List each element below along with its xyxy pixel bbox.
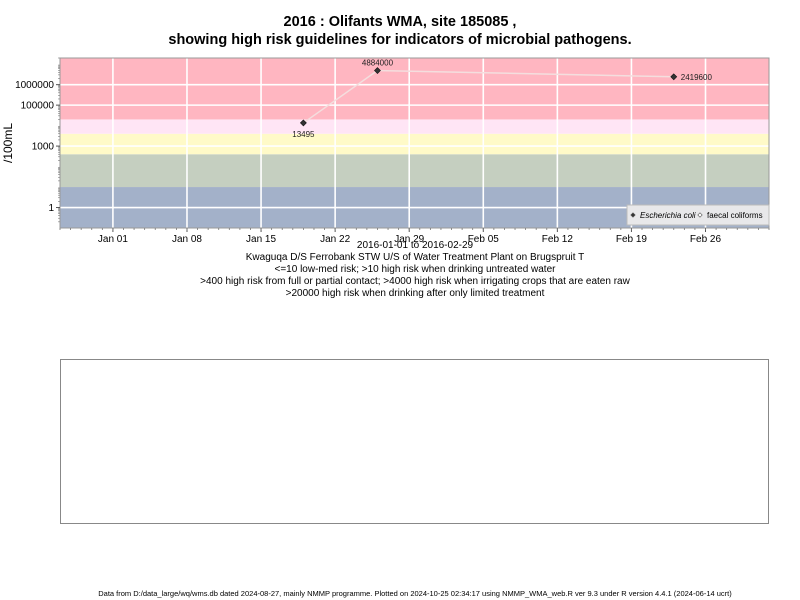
data-point <box>374 67 381 74</box>
risk-band-1 <box>60 154 769 188</box>
y-tick-label: 1 <box>48 203 54 214</box>
data-label: 13495 <box>292 130 315 139</box>
footer-note: Data from D:/data_large/wq/wms.db dated … <box>98 589 732 598</box>
site-description: Kwaguqa D/S Ferrobank STW U/S of Water T… <box>245 252 585 263</box>
x-tick-label: Feb 12 <box>542 234 574 245</box>
legend-entry-1: faecal coliforms <box>707 211 763 220</box>
y-axis-label: /100mL <box>1 123 15 163</box>
risk-band-4 <box>60 58 769 120</box>
y-tick-label: 1000 <box>32 142 55 153</box>
data-point <box>670 73 678 81</box>
data-label: 4884000 <box>362 59 394 68</box>
empty-plot-panel <box>60 359 769 524</box>
x-tick-label: Feb 05 <box>468 234 500 245</box>
risk-band-3 <box>60 119 769 134</box>
guideline-2: >400 high risk from full or partial cont… <box>200 276 630 287</box>
chart-title-line2: showing high risk guidelines for indicat… <box>168 32 632 48</box>
data-point <box>299 119 307 127</box>
date-range: 2016-01-01 to 2016-02-29 <box>356 240 474 251</box>
plot-border <box>59 57 770 229</box>
risk-band-2 <box>60 133 769 155</box>
legend-marker <box>697 212 703 218</box>
x-tick-label: Jan 22 <box>320 234 350 245</box>
chart-title-line1: 2016 : Olifants WMA, site 185085 , <box>283 14 517 30</box>
legend-marker <box>630 212 636 218</box>
x-tick-label: Jan 08 <box>172 234 202 245</box>
x-tick-label: Jan 15 <box>246 234 276 245</box>
guideline-3: >20000 high risk when drinking after onl… <box>285 288 545 299</box>
x-tick-label: Feb 26 <box>690 234 722 245</box>
y-tick-label: 1000000 <box>15 80 54 91</box>
x-tick-label: Feb 19 <box>616 234 648 245</box>
y-tick-label: 100000 <box>21 101 55 112</box>
guideline-1: <=10 low-med risk; >10 high risk when dr… <box>274 264 556 275</box>
x-tick-label: Jan 29 <box>394 234 424 245</box>
x-tick-label: Jan 01 <box>98 234 128 245</box>
data-label: 2419600 <box>681 73 713 82</box>
legend-entry-0: Escherichia coli <box>640 211 696 220</box>
